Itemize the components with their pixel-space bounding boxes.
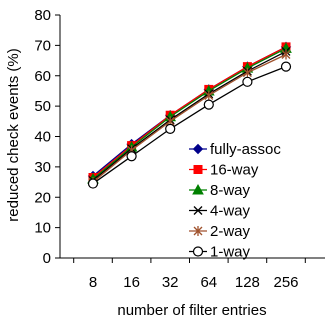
- y-tick-label: 80: [34, 7, 51, 24]
- chart-legend: fully-assoc 16-way 8-way 4-way 2-way 1-way: [189, 141, 281, 261]
- series-2-way: [88, 49, 291, 188]
- x-tick-label: 16: [123, 274, 140, 291]
- data-point: [126, 151, 137, 162]
- legend-item: 8-way: [189, 182, 251, 199]
- data-point: [242, 67, 252, 78]
- legend-marker-stroke: [193, 206, 203, 215]
- y-tick-label: 0: [43, 250, 51, 267]
- y-axis-ticks: 0 10 20 30 40 50 60 70 80: [34, 7, 60, 267]
- legend-label: 2-way: [210, 223, 251, 240]
- legend-label: 1-way: [210, 244, 251, 261]
- legend-label: 4-way: [210, 203, 251, 220]
- legend-item: 1-way: [189, 244, 251, 261]
- y-tick-label: 10: [34, 220, 51, 237]
- x-tick-label: 32: [162, 274, 179, 291]
- y-tick-label: 40: [34, 129, 51, 146]
- legend-label: 8-way: [210, 182, 251, 199]
- series-line: [92, 46, 287, 179]
- legend-label: fully-assoc: [210, 141, 281, 158]
- y-tick-label: 70: [34, 37, 51, 54]
- y-tick-label: 60: [34, 68, 51, 85]
- series-line: [92, 53, 287, 183]
- x-axis-ticks: 8 16 32 64 128 256: [73, 258, 306, 291]
- legend-item: 2-way: [189, 223, 251, 240]
- y-axis-label: reduced check events (%): [5, 48, 22, 221]
- series-line: [92, 66, 287, 185]
- legend-item: 4-way: [189, 203, 251, 220]
- data-point: [280, 61, 292, 72]
- series-line: [92, 47, 287, 180]
- x-tick-label: 256: [273, 274, 298, 291]
- y-tick-label: 20: [34, 189, 51, 206]
- data-point: [87, 178, 99, 189]
- y-tick-label: 50: [34, 98, 51, 115]
- data-point: [281, 49, 291, 60]
- legend-marker: [193, 206, 203, 215]
- series-1-way: [87, 61, 292, 189]
- chart-series: [87, 41, 292, 189]
- legend-label: 16-way: [210, 162, 259, 179]
- data-point: [204, 90, 214, 101]
- y-tick-label: 30: [34, 159, 51, 176]
- series-line: [92, 50, 287, 182]
- legend-item: fully-assoc: [189, 141, 281, 158]
- data-point: [203, 99, 214, 110]
- legend-item: 16-way: [189, 162, 259, 179]
- x-axis-label: number of filter entries: [117, 302, 266, 319]
- legend-marker: [192, 183, 204, 195]
- data-point: [165, 123, 176, 135]
- data-point: [242, 76, 253, 87]
- legend-marker: [193, 165, 203, 174]
- legend-marker: [193, 226, 203, 236]
- legend-marker: [192, 246, 204, 257]
- x-tick-label: 8: [89, 274, 97, 291]
- x-tick-label: 128: [235, 274, 260, 291]
- legend-marker: [192, 143, 204, 155]
- x-tick-label: 64: [200, 274, 217, 291]
